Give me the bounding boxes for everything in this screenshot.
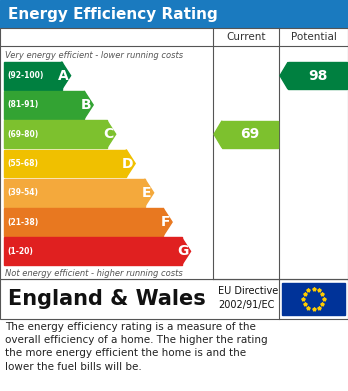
Text: D: D — [122, 156, 133, 170]
Text: Not energy efficient - higher running costs: Not energy efficient - higher running co… — [5, 269, 183, 278]
Text: F: F — [160, 215, 170, 229]
Bar — [0, 28, 348, 279]
Text: (1-20): (1-20) — [7, 247, 33, 256]
Text: (69-80): (69-80) — [7, 130, 38, 139]
Bar — [4, 150, 126, 178]
Polygon shape — [182, 237, 191, 265]
Text: (81-91): (81-91) — [7, 100, 38, 109]
Bar — [4, 237, 182, 265]
Polygon shape — [280, 62, 288, 89]
Text: EU Directive
2002/91/EC: EU Directive 2002/91/EC — [218, 286, 278, 310]
Bar — [282, 283, 345, 315]
Bar — [222, 121, 278, 148]
Bar — [4, 179, 145, 207]
Text: (55-68): (55-68) — [7, 159, 38, 168]
Polygon shape — [107, 120, 116, 148]
Text: (39-54): (39-54) — [7, 188, 38, 197]
Polygon shape — [126, 150, 135, 178]
Text: Current: Current — [226, 32, 266, 42]
Polygon shape — [62, 62, 71, 90]
Bar — [4, 120, 107, 148]
Text: Very energy efficient - lower running costs: Very energy efficient - lower running co… — [5, 52, 183, 61]
Text: G: G — [177, 244, 189, 258]
Bar — [4, 208, 163, 236]
Bar — [0, 279, 348, 319]
Text: 98: 98 — [308, 69, 327, 83]
Text: Potential: Potential — [291, 32, 337, 42]
Text: C: C — [103, 127, 114, 141]
Text: The energy efficiency rating is a measure of the
overall efficiency of a home. T: The energy efficiency rating is a measur… — [5, 322, 268, 371]
Text: (21-38): (21-38) — [7, 217, 38, 226]
Polygon shape — [163, 208, 172, 236]
Text: A: A — [58, 69, 69, 83]
Text: B: B — [80, 98, 91, 112]
Bar — [288, 62, 347, 89]
Text: (92-100): (92-100) — [7, 71, 44, 80]
Bar — [0, 0, 348, 28]
Text: Energy Efficiency Rating: Energy Efficiency Rating — [8, 7, 218, 22]
Text: 69: 69 — [240, 127, 260, 141]
Bar — [4, 91, 84, 119]
Polygon shape — [84, 91, 93, 119]
Text: England & Wales: England & Wales — [8, 289, 206, 309]
Polygon shape — [214, 121, 222, 148]
Bar — [4, 62, 62, 90]
Polygon shape — [145, 179, 154, 207]
Text: E: E — [142, 186, 152, 200]
